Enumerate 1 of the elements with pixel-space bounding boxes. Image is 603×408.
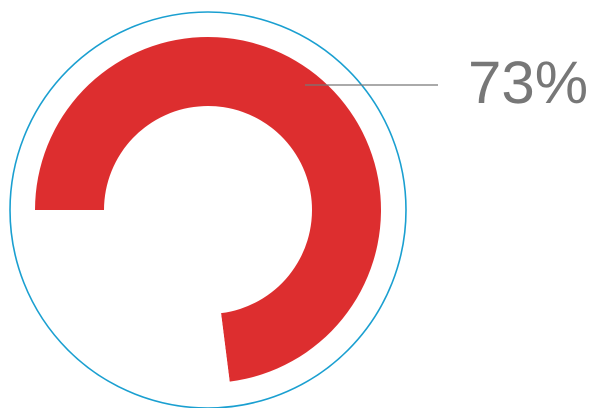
data-label: 73% <box>468 49 588 116</box>
